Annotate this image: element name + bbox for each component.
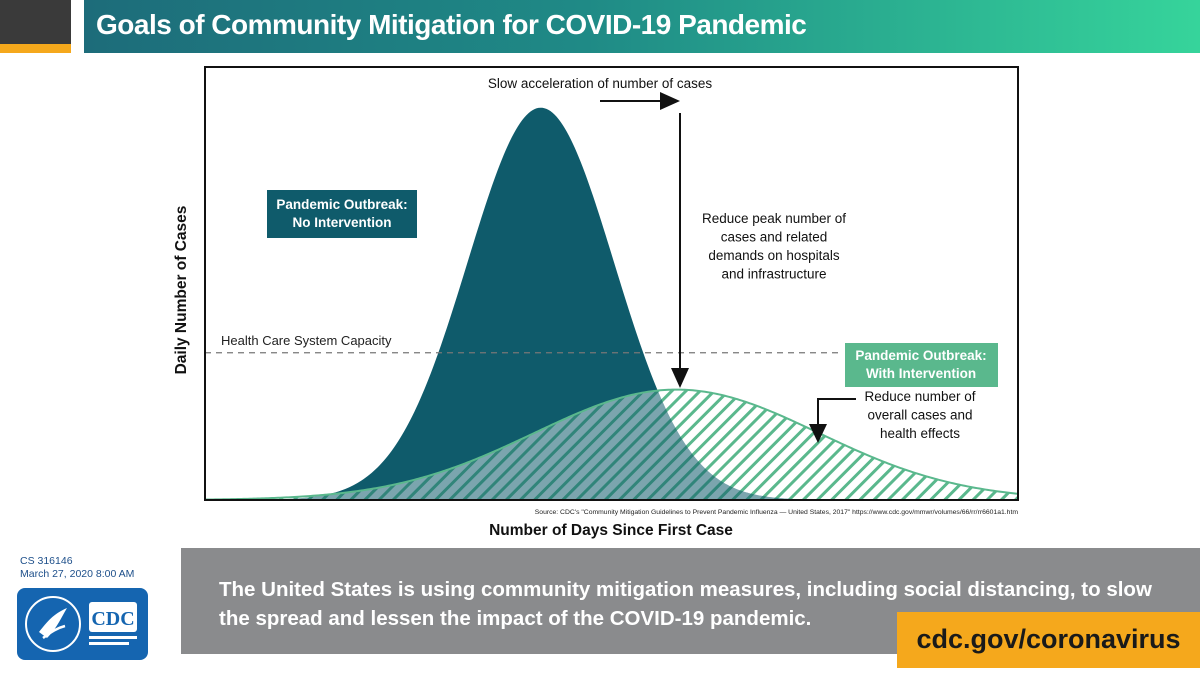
peak-reduction-label: cases and related bbox=[721, 230, 828, 245]
no-intervention-label-box bbox=[267, 190, 417, 238]
source-citation: Source: CDC's "Community Mitigation Guid… bbox=[535, 509, 1019, 516]
header-orange-accent bbox=[0, 44, 71, 53]
publish-date: March 27, 2020 8:00 AM bbox=[20, 568, 135, 580]
pandemic-curve-chart: Health Care System Capacity Pandemic Outb… bbox=[173, 66, 1019, 539]
with-intervention-line bbox=[204, 388, 1019, 501]
no-intervention-label-text: No Intervention bbox=[292, 215, 391, 230]
title-bar: Goals of Community Mitigation for COVID-… bbox=[84, 0, 1200, 53]
slow-arrow-head bbox=[660, 92, 680, 110]
peak-reduction-label: and infrastructure bbox=[721, 267, 826, 282]
slow-acceleration-label: Slow acceleration of number of cases bbox=[488, 76, 713, 91]
cdc-logo-text: CDC bbox=[91, 608, 134, 630]
page-title: Goals of Community Mitigation for COVID-… bbox=[96, 9, 807, 40]
overall-reduction-label: health effects bbox=[880, 426, 960, 441]
peak-arrow-head bbox=[671, 368, 689, 388]
with-intervention-label-box bbox=[845, 343, 998, 387]
hhs-cdc-logo: CDC bbox=[17, 588, 148, 660]
plot-frame bbox=[204, 66, 1019, 501]
y-axis-label: Daily Number of Cases bbox=[173, 206, 190, 375]
header-dark-block bbox=[0, 0, 71, 44]
overall-arrow-head bbox=[809, 424, 827, 443]
no-intervention-label-text: Pandemic Outbreak: bbox=[276, 197, 407, 212]
peak-reduction-label: Reduce peak number of bbox=[702, 211, 846, 226]
message-text: The United States is using community mit… bbox=[219, 578, 1152, 630]
overall-arrow-shaft bbox=[817, 398, 856, 428]
capacity-label: Health Care System Capacity bbox=[221, 333, 392, 348]
url-badge[interactable]: cdc.gov/coronavirus bbox=[897, 612, 1200, 668]
overall-reduction-label: overall cases and bbox=[867, 408, 972, 423]
no-intervention-area bbox=[205, 107, 1018, 501]
peak-reduction-label: demands on hospitals bbox=[708, 248, 840, 263]
x-axis-label: Number of Days Since First Case bbox=[489, 522, 733, 539]
hhs-eagle-icon: CDC bbox=[25, 596, 137, 652]
website-link[interactable]: cdc.gov/coronavirus bbox=[916, 624, 1181, 654]
cs-code: CS 316146 bbox=[20, 555, 73, 567]
overall-reduction-label: Reduce number of bbox=[864, 389, 975, 404]
with-intervention-label-text: Pandemic Outbreak: bbox=[855, 348, 986, 363]
with-intervention-label-text: With Intervention bbox=[866, 366, 976, 381]
